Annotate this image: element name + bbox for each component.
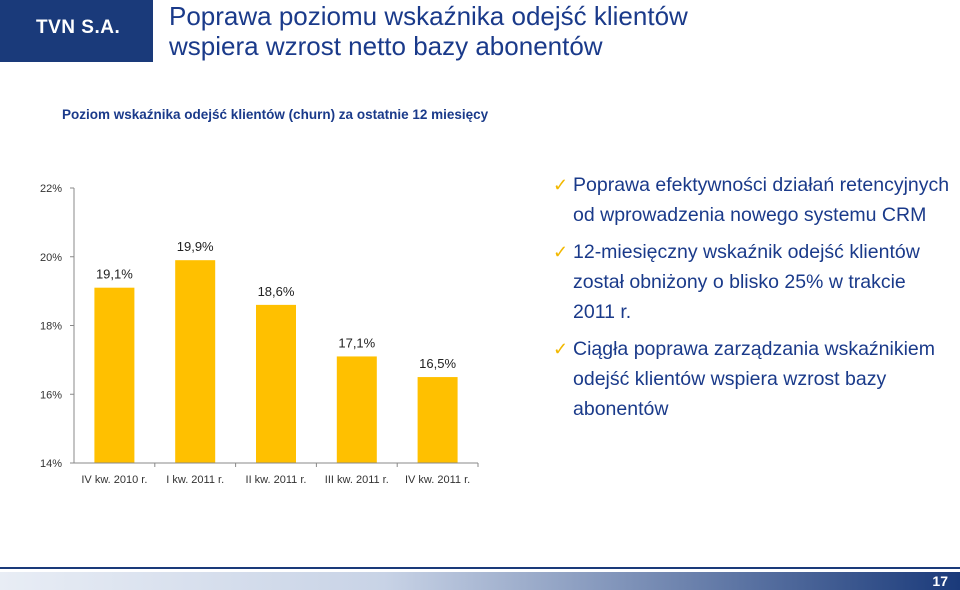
x-tick-label: IV kw. 2011 r.	[405, 474, 470, 486]
bar	[417, 377, 458, 463]
x-tick-label: IV kw. 2010 r.	[81, 474, 147, 486]
y-tick-label: 22%	[40, 183, 62, 195]
title-box: Poprawa poziomu wskaźnika odejść klientó…	[153, 0, 960, 62]
bar	[336, 356, 377, 463]
y-tick-label: 14%	[40, 458, 62, 470]
check-icon: ✓	[553, 175, 569, 195]
bars: 19,1% 19,9% 18,6% 17,1% 16,5%	[94, 239, 458, 463]
bullet-text: Ciągła poprawa zarządzania wskaźnikiem o…	[573, 338, 936, 420]
footer-line	[0, 567, 960, 569]
bullet-item: ✓ Ciągła poprawa zarządzania wskaźnikiem…	[553, 334, 953, 424]
header-bar: TVN S.A. Poprawa poziomu wskaźnika odejś…	[0, 0, 960, 62]
bullet-list: ✓ Poprawa efektywności działań retencyjn…	[553, 170, 953, 431]
footer-bar	[0, 572, 960, 590]
x-axis: IV kw. 2010 r. I kw. 2011 r. II kw. 2011 r…	[74, 462, 479, 486]
chart-title: Poziom wskaźnika odejść klientów (churn)…	[62, 107, 489, 122]
bullet-text: Poprawa efektywności działań retencyjnyc…	[573, 174, 950, 226]
bar	[94, 287, 135, 463]
data-label: 19,1%	[96, 267, 133, 282]
page-title-line-1: Poprawa poziomu wskaźnika odejść klientó…	[169, 1, 688, 31]
logo: TVN S.A.	[36, 17, 121, 38]
x-tick-label: I kw. 2011 r.	[166, 474, 224, 486]
bar	[256, 304, 296, 463]
bar	[175, 260, 216, 463]
check-icon: ✓	[553, 339, 569, 359]
bullet-text: 12-miesięczny wskaźnik odejść klientów z…	[573, 241, 920, 323]
check-icon: ✓	[553, 242, 569, 262]
x-tick-label: III kw. 2011 r.	[325, 474, 389, 486]
page-title-line-2: wspiera wzrost netto bazy abonentów	[169, 31, 603, 61]
y-tick-label: 18%	[40, 321, 62, 333]
y-tick-label: 20%	[40, 252, 62, 264]
y-axis: 14% 16% 18% 20% 22%	[40, 183, 75, 470]
y-tick-label: 16%	[40, 389, 62, 401]
data-label: 17,1%	[338, 335, 375, 350]
bullet-item: ✓ Poprawa efektywności działań retencyjn…	[553, 170, 953, 230]
data-label: 16,5%	[419, 356, 456, 371]
data-label: 19,9%	[177, 239, 214, 254]
page-number: 17	[932, 573, 948, 589]
x-tick-label: II kw. 2011 r.	[246, 474, 307, 486]
bullet-item: ✓ 12-miesięczny wskaźnik odejść klientów…	[553, 237, 953, 327]
data-label: 18,6%	[258, 284, 295, 299]
